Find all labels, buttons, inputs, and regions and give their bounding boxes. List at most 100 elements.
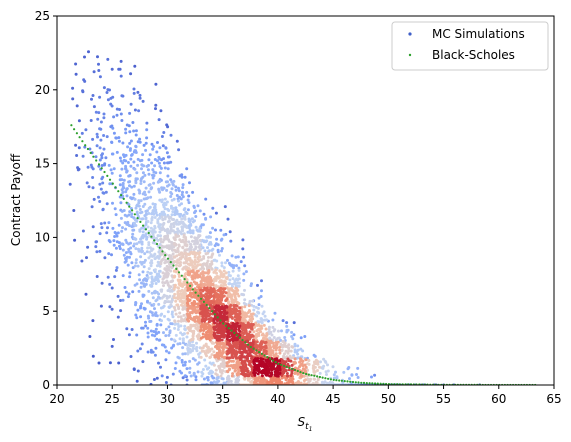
mc-point xyxy=(157,361,160,365)
mc-point xyxy=(313,377,316,381)
mc-point xyxy=(187,226,191,230)
mc-point xyxy=(215,292,218,295)
mc-point xyxy=(247,304,251,308)
mc-point xyxy=(298,360,302,364)
mc-point xyxy=(196,241,200,244)
mc-point xyxy=(262,323,266,327)
mc-point xyxy=(237,268,241,272)
mc-point xyxy=(277,372,281,376)
mc-point xyxy=(235,323,239,327)
mc-point xyxy=(107,163,111,167)
mc-point xyxy=(179,331,183,335)
mc-point xyxy=(132,367,136,371)
mc-point xyxy=(264,346,268,349)
mc-point xyxy=(175,250,178,254)
mc-point xyxy=(262,379,266,383)
mc-point xyxy=(170,298,174,302)
mc-point xyxy=(332,373,336,377)
mc-point xyxy=(270,333,274,337)
mc-point xyxy=(260,374,264,378)
mc-point xyxy=(161,271,165,275)
mc-point xyxy=(110,344,114,348)
mc-point xyxy=(99,138,103,142)
mc-point xyxy=(98,249,102,253)
mc-point xyxy=(186,270,190,274)
mc-point xyxy=(130,185,134,189)
mc-point xyxy=(218,338,222,342)
mc-point xyxy=(140,326,144,330)
mc-point xyxy=(271,341,275,345)
mc-point xyxy=(172,206,175,210)
mc-point xyxy=(146,350,150,354)
mc-point xyxy=(210,301,214,305)
mc-point xyxy=(130,261,134,265)
mc-point xyxy=(210,340,214,344)
mc-point xyxy=(175,208,178,212)
mc-point xyxy=(212,294,216,298)
mc-point xyxy=(185,278,188,282)
bs-point xyxy=(100,167,103,170)
mc-point xyxy=(111,152,115,156)
mc-point xyxy=(283,344,287,347)
mc-point xyxy=(287,349,291,353)
mc-point xyxy=(248,333,252,337)
mc-point xyxy=(175,218,179,222)
mc-point xyxy=(192,291,196,295)
mc-point xyxy=(142,277,146,281)
mc-point xyxy=(251,317,255,321)
mc-point xyxy=(133,197,137,201)
mc-point xyxy=(241,247,245,251)
mc-point xyxy=(288,356,292,360)
mc-point xyxy=(103,256,107,260)
mc-point xyxy=(195,341,198,345)
mc-point xyxy=(148,205,152,209)
mc-point xyxy=(178,311,182,315)
mc-point xyxy=(152,181,156,185)
mc-point xyxy=(165,375,169,379)
mc-point xyxy=(125,170,129,174)
mc-point xyxy=(243,298,247,302)
mc-point xyxy=(258,353,262,357)
mc-point xyxy=(140,226,144,230)
mc-point xyxy=(147,267,151,271)
mc-point xyxy=(170,310,174,314)
mc-point xyxy=(145,250,149,254)
mc-point xyxy=(128,148,132,152)
mc-point xyxy=(155,314,159,318)
mc-point xyxy=(177,199,180,203)
mc-point xyxy=(211,307,215,311)
mc-point xyxy=(135,203,139,207)
mc-point xyxy=(141,171,145,175)
mc-point xyxy=(247,348,251,352)
mc-point xyxy=(130,328,134,331)
mc-point xyxy=(135,171,139,175)
mc-point xyxy=(102,86,106,90)
mc-point xyxy=(123,286,127,289)
mc-point xyxy=(144,141,148,145)
mc-point xyxy=(188,306,192,310)
mc-point xyxy=(153,290,156,294)
mc-point xyxy=(206,335,210,339)
mc-point xyxy=(261,336,265,340)
mc-point xyxy=(169,269,173,273)
mc-point xyxy=(194,310,197,314)
mc-point xyxy=(211,376,215,380)
mc-point xyxy=(283,336,287,339)
mc-point xyxy=(132,242,136,246)
mc-point xyxy=(121,190,125,194)
mc-point xyxy=(259,378,263,381)
mc-point xyxy=(167,325,171,329)
mc-point xyxy=(230,337,234,341)
mc-point xyxy=(177,264,181,268)
mc-point xyxy=(74,72,78,76)
mc-point xyxy=(230,316,234,320)
mc-point xyxy=(199,292,203,295)
mc-point xyxy=(126,145,130,149)
mc-point xyxy=(192,280,196,284)
mc-point xyxy=(176,290,180,294)
mc-point xyxy=(154,210,158,214)
mc-point xyxy=(145,235,149,239)
mc-point xyxy=(173,283,177,287)
mc-point xyxy=(219,334,223,338)
mc-point xyxy=(356,376,360,379)
